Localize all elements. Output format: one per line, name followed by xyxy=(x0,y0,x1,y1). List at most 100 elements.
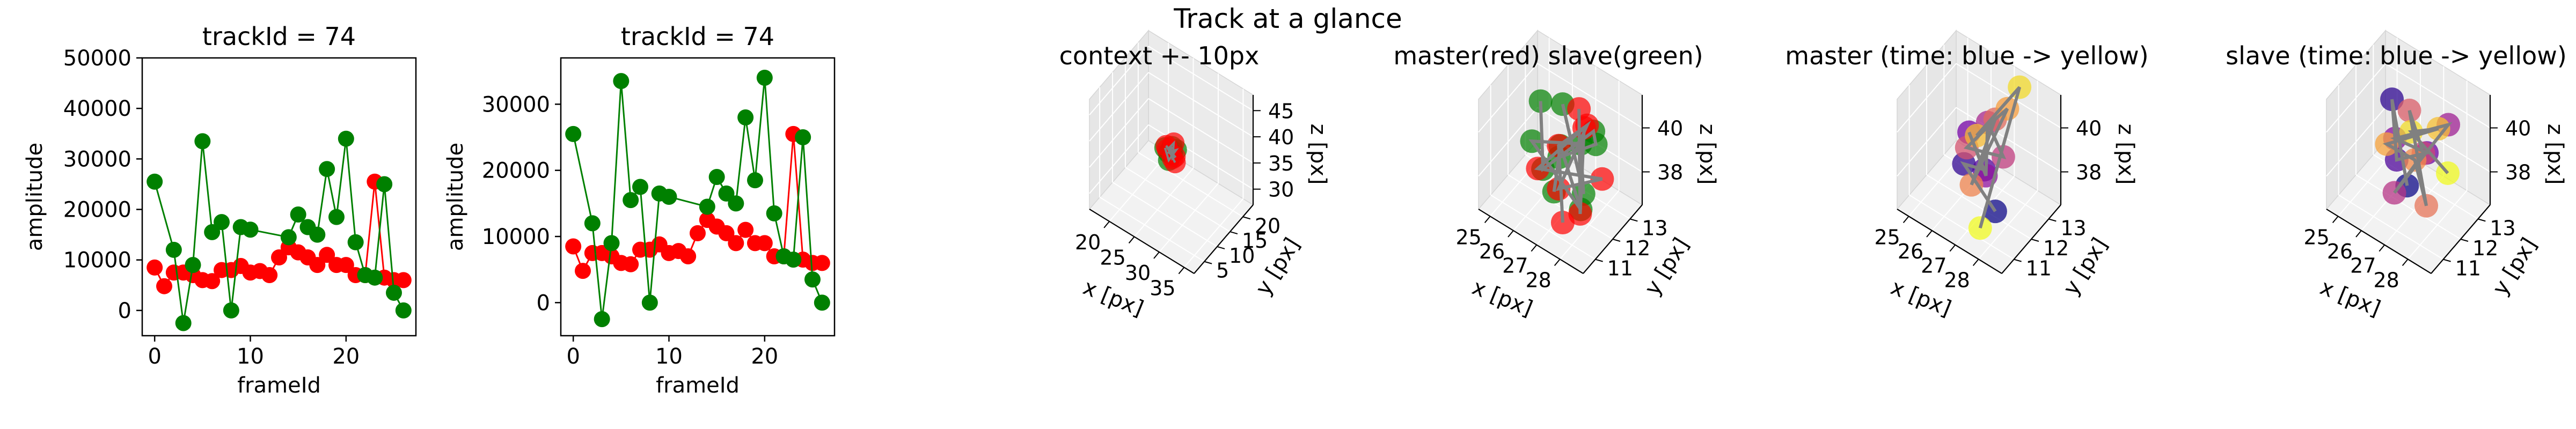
data-point xyxy=(613,73,630,90)
data-point xyxy=(147,259,163,276)
grid-line xyxy=(1183,198,1244,268)
data-point xyxy=(347,234,364,250)
y-tick-mark xyxy=(2048,218,2057,222)
data-point xyxy=(690,225,706,241)
data-point xyxy=(814,294,830,311)
track-line xyxy=(1528,101,1598,211)
y-tick-label: 13 xyxy=(1642,216,1667,240)
y-tick-mark xyxy=(1630,218,1638,222)
data-point xyxy=(804,271,821,288)
grid-line xyxy=(1159,183,1219,253)
x-tick-mark xyxy=(1178,267,1185,275)
axis-line xyxy=(1478,209,1584,274)
z-tick-label: 40 xyxy=(2076,117,2102,140)
x-tick-label: 27 xyxy=(2350,254,2376,278)
y-tick-label: 12 xyxy=(1624,236,1650,260)
data-point xyxy=(175,315,192,331)
y-tick-label: 40000 xyxy=(63,97,131,121)
grid-line xyxy=(1089,72,1149,142)
data-point xyxy=(699,198,715,215)
axis-line xyxy=(1897,209,2002,274)
data-point xyxy=(156,278,173,294)
x-tick-label: 10 xyxy=(237,344,264,369)
data-point xyxy=(623,256,639,272)
data-point xyxy=(242,221,259,238)
grid-line xyxy=(1956,107,2061,173)
data-point xyxy=(194,133,211,150)
grid-line xyxy=(2338,194,2444,260)
data-point xyxy=(223,302,239,319)
x-tick-mark xyxy=(2355,230,2362,238)
data-point xyxy=(680,248,697,264)
z-tick-label: 38 xyxy=(2505,161,2531,184)
data-point xyxy=(328,209,345,225)
data-point xyxy=(319,247,335,263)
y-tick-label: 11 xyxy=(2455,257,2481,280)
x-tick-label: 10 xyxy=(655,344,683,369)
data-point xyxy=(165,241,182,258)
x-tick-mark xyxy=(1128,236,1135,244)
x-tick-label: 28 xyxy=(1944,268,1970,292)
y-tick-label: 20 xyxy=(1255,214,1280,238)
x-tick-mark xyxy=(1972,258,1979,266)
data-point xyxy=(565,125,582,142)
x-tick-mark xyxy=(1554,258,1561,266)
grid-line xyxy=(1897,107,1957,177)
x-tick-label: 20 xyxy=(332,344,360,369)
figure-suptitle: Track at a glance xyxy=(1173,3,1402,34)
chart-title: slave (time: blue -> yellow) xyxy=(2226,41,2567,70)
z-tick-label: 40 xyxy=(1657,117,1683,140)
grid-line xyxy=(1148,98,1254,164)
y-tick-mark xyxy=(2443,258,2451,262)
z-tick-label: 30 xyxy=(1268,178,1294,202)
z-tick-label: 40 xyxy=(2505,117,2531,140)
x-tick-mark xyxy=(2379,245,2385,252)
grid-line xyxy=(1909,194,2015,260)
y-tick-label: 11 xyxy=(1607,257,1633,280)
y-tick-label: 30000 xyxy=(63,147,131,172)
x-tick-mark xyxy=(1926,230,1933,238)
data-point xyxy=(718,185,735,202)
grid-line xyxy=(1148,46,1254,112)
z-tick-label: 38 xyxy=(1657,161,1683,184)
data-point xyxy=(565,238,582,255)
z-tick-label: 40 xyxy=(1268,125,1294,149)
x-tick-label: 25 xyxy=(1100,246,1125,269)
line-chart-1: 0 10 20 0 10000 20000 30000 40000 50000 trackId =… xyxy=(23,22,417,398)
data-point xyxy=(147,173,163,190)
z-tick-label: 45 xyxy=(1268,99,1294,123)
y-tick-label: 50000 xyxy=(63,46,131,71)
grid-line xyxy=(1089,124,1149,194)
x-tick-mark xyxy=(2402,258,2409,266)
grid-line xyxy=(1099,196,1205,262)
data-point xyxy=(214,214,230,231)
data-point xyxy=(728,235,744,252)
grid-line xyxy=(1133,167,1194,238)
x-tick-mark xyxy=(1531,245,1538,252)
data-point xyxy=(785,252,802,268)
data-point xyxy=(641,294,658,311)
grid-line xyxy=(1109,152,1169,222)
data-point xyxy=(309,257,326,273)
x-tick-label: 0 xyxy=(148,344,161,369)
grid-line xyxy=(1537,63,1643,129)
chart-title: trackId = 74 xyxy=(202,22,356,51)
data-point xyxy=(737,221,754,238)
grid-line xyxy=(1148,72,1254,137)
x-tick-mark xyxy=(1902,216,1909,223)
track-line xyxy=(1163,146,1179,163)
y-tick-mark xyxy=(1242,216,1251,220)
y-tick-label: 0 xyxy=(118,299,131,323)
data-point xyxy=(728,195,744,212)
data-point xyxy=(385,284,402,301)
y-axis-label: amplitude xyxy=(23,143,47,251)
series-line-2 xyxy=(153,138,405,323)
data-point xyxy=(185,257,201,273)
x-tick-label: 25 xyxy=(1455,225,1481,249)
y-tick-label: 10000 xyxy=(63,248,131,273)
data-point xyxy=(661,189,677,205)
plot-frame xyxy=(560,57,836,337)
